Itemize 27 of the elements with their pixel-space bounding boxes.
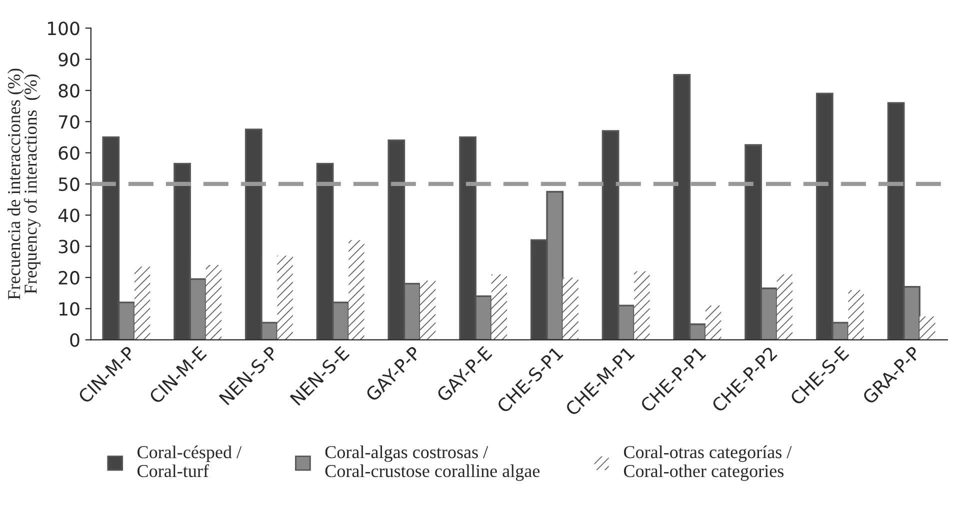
bar (134, 266, 150, 340)
y-axis-title: Frecuencia de interacciones (%) Frequency of interactions (%) (7, 68, 40, 300)
bar (277, 256, 293, 340)
bar (206, 265, 222, 340)
y-tick-label: 100 (48, 22, 80, 36)
bar (634, 271, 650, 340)
bar (920, 316, 936, 340)
y-tick-label: 0 (70, 333, 80, 347)
y-tick-label: 80 (58, 84, 80, 98)
y-tick-label: 90 (58, 52, 80, 66)
bar (848, 290, 864, 340)
y-tick-label: 10 (60, 302, 80, 316)
y-tick-label: 30 (58, 240, 80, 254)
bar (776, 274, 793, 340)
y-tick-label: 40 (58, 208, 80, 222)
legend-label: Coral-algas costrosas / Coral-crustose coralline algae (325, 446, 540, 481)
bar (420, 280, 436, 340)
y-tick-label: 50 (58, 177, 80, 192)
legend-label: Coral-césped / Coral-turf (138, 446, 242, 478)
y-tick-label: 20 (58, 270, 80, 285)
bar (491, 274, 508, 340)
y-tick-label: 70 (59, 115, 80, 129)
y-tick-label: 60 (58, 146, 80, 160)
bar (705, 306, 722, 340)
bar (562, 277, 578, 340)
legend-label: Coral-otras categorías / Coral-other categories (624, 445, 792, 481)
bar (348, 240, 364, 340)
